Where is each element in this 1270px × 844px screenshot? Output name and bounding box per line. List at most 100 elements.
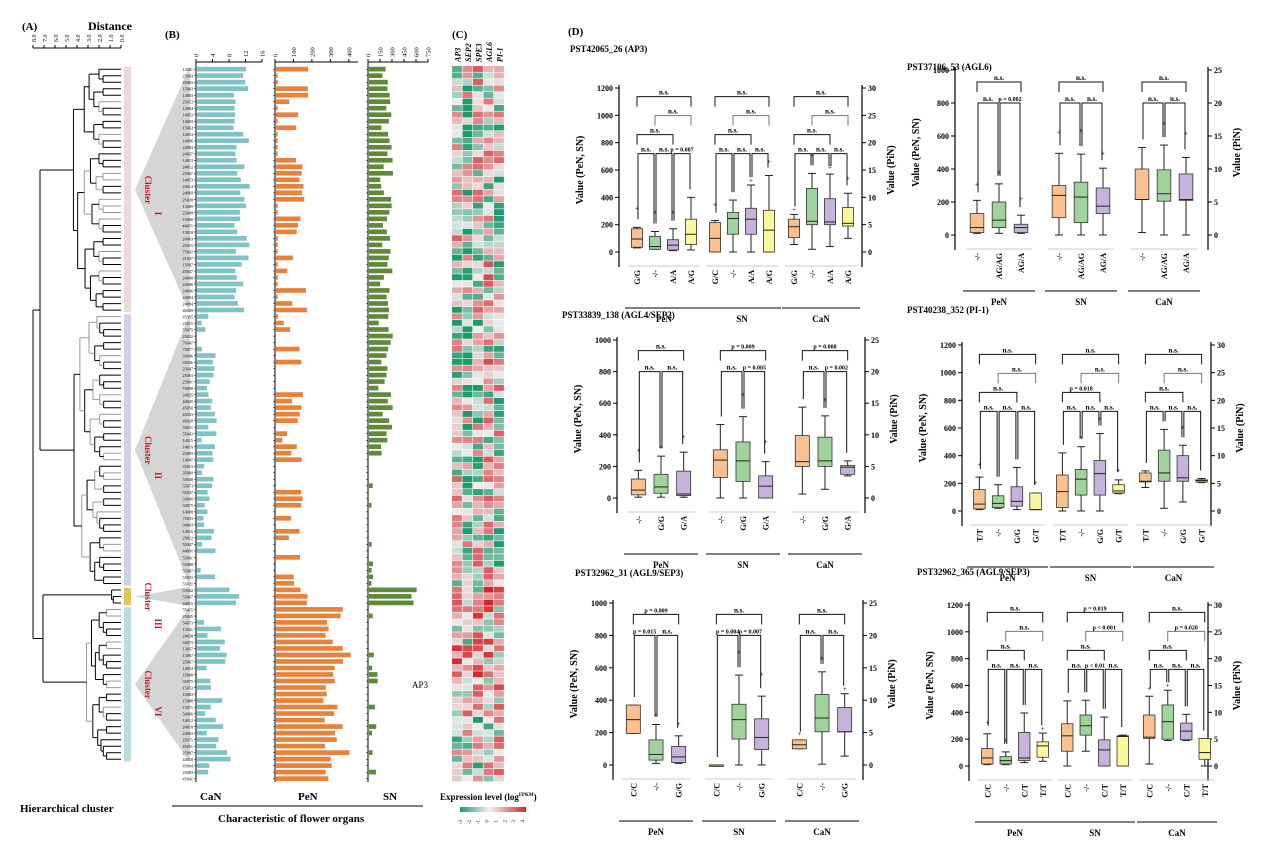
y2-tick-label: 10 [869,696,877,705]
bar-sn [369,340,391,345]
heatmap-cell [494,775,504,782]
y-tick-label: 1000 [595,336,611,345]
significance-bracket [798,613,846,625]
accession-label: 24025 [183,393,193,398]
genotype-label: G/G [821,516,830,531]
bar-pen [276,320,284,326]
accession-label: 13067 [183,653,193,658]
heatmap-cell [473,625,483,632]
heatmap-cell [452,489,462,495]
bar-sn [369,144,392,150]
heatmap-cell [494,352,504,359]
genotype-label: A/A [826,270,835,284]
heatmap-cell [473,248,483,255]
heatmap-cell [452,378,462,385]
heatmap-cell [483,306,494,313]
bar-pen [276,600,307,606]
heatmap-cell [494,157,504,164]
bar-can [197,522,205,528]
heatmap-cell [483,768,494,775]
heatmap-cell [452,424,462,430]
distance-tick-label: 6.0 [54,35,60,43]
heatmap-cell [483,326,494,333]
heatmap-cell [452,157,462,164]
bar-pen [276,275,278,280]
heatmap-cell [483,261,494,268]
bar-sn [369,196,392,202]
genotype-label: T/T [1141,528,1150,542]
y-tick-label: 200 [951,735,963,744]
accession-label: 15003 [183,87,193,92]
bar-can [197,196,245,202]
heatmap-cell [483,300,494,307]
bar-sn [369,170,393,176]
y-tick-label: 0 [952,507,956,516]
genotype-label: G/A [680,516,689,530]
organ-name: PeN [298,791,318,803]
heatmap-cell [494,677,504,684]
subplot-title: PST33839_138 (AGL4/SEP2) [562,310,675,320]
outlier: + [846,175,850,183]
accession-label: 13057 [183,646,193,651]
outlier: + [977,461,981,469]
significance-label: n.s. [755,146,765,154]
heatmap-cell [483,293,494,300]
significance-bracket [1144,353,1203,365]
heatmap-cell [473,606,483,613]
box [1156,169,1172,202]
heatmap-cell [494,118,504,124]
genotype-label: C/C [983,784,992,798]
bar-sn [369,574,374,580]
bar-can [197,203,247,209]
bar-can [197,249,236,254]
heatmap-cell [473,202,483,209]
heatmap-cell [483,684,494,691]
heatmap-cell [483,515,494,522]
heatmap-cell [483,118,494,124]
significance-label: n.s. [1172,604,1182,612]
heatmap-cell [494,658,504,665]
heatmap-cell [483,755,494,762]
accession-label: #4071 [183,223,193,228]
bar-can [197,535,212,541]
organ-tick-label: 8 [227,54,234,57]
heatmap-cell [483,586,494,593]
significance-label: n.s. [993,384,1003,392]
accession-label: 24094 [183,301,194,306]
heatmap-cell [452,417,462,424]
accession-label: 24014 [183,184,194,189]
bar-sn [369,392,391,397]
organ-tick-label: 16 [260,50,267,57]
significance-label: n.s. [1153,661,1163,669]
heatmap-cell [494,723,504,730]
bar-pen [276,86,308,92]
genotype-label: -/- [652,783,661,791]
heatmap-cell [494,163,504,170]
heatmap-cell [483,384,494,391]
accession-label: 55067 [183,594,193,599]
accession-label: 55021 [183,581,193,586]
heatmap-cell [452,443,462,450]
heatmap-cell [483,371,494,378]
heatmap-cell [494,443,504,450]
heatmap-cell [494,222,504,229]
heatmap-cell [494,625,504,632]
accession-label: 15071 [183,705,193,710]
bar-can [197,541,203,547]
heatmap-cell [473,196,483,203]
bar-pen [276,249,278,254]
heatmap-cell [462,593,473,600]
heatmap-cell [452,697,462,704]
genotype-label: -/- [716,516,725,524]
box [1157,449,1171,482]
accession-label: 14003 [183,93,193,98]
bar-pen [276,724,343,729]
cluster-fan [135,313,190,587]
heatmap-cell [462,697,473,704]
heatmap-cell [494,580,504,587]
heatmap-cell [483,137,494,144]
heatmap-cell [483,625,494,632]
significance-label: n.s. [746,108,756,116]
heatmap-cell [483,150,494,157]
bar-sn [369,750,373,755]
